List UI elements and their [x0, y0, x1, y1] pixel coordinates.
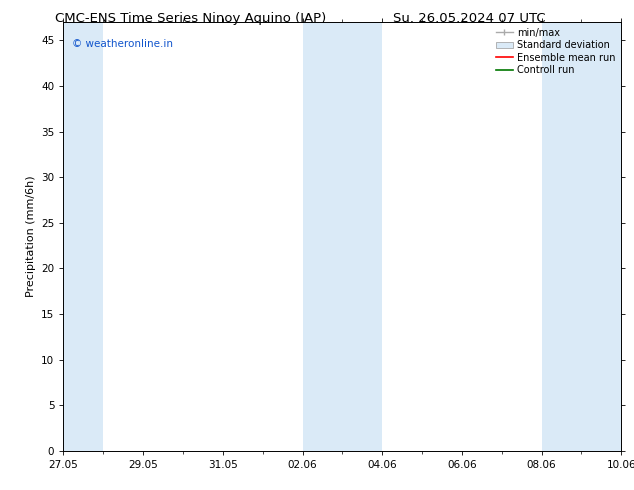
- Legend: min/max, Standard deviation, Ensemble mean run, Controll run: min/max, Standard deviation, Ensemble me…: [492, 24, 619, 79]
- Text: Su. 26.05.2024 07 UTC: Su. 26.05.2024 07 UTC: [393, 12, 545, 25]
- Text: CMC-ENS Time Series Ninoy Aquino (IAP): CMC-ENS Time Series Ninoy Aquino (IAP): [55, 12, 326, 25]
- Text: © weatheronline.in: © weatheronline.in: [72, 39, 173, 49]
- Bar: [302, 22, 382, 451]
- Bar: [541, 22, 621, 451]
- Bar: [63, 22, 103, 451]
- Y-axis label: Precipitation (mm/6h): Precipitation (mm/6h): [25, 175, 36, 297]
